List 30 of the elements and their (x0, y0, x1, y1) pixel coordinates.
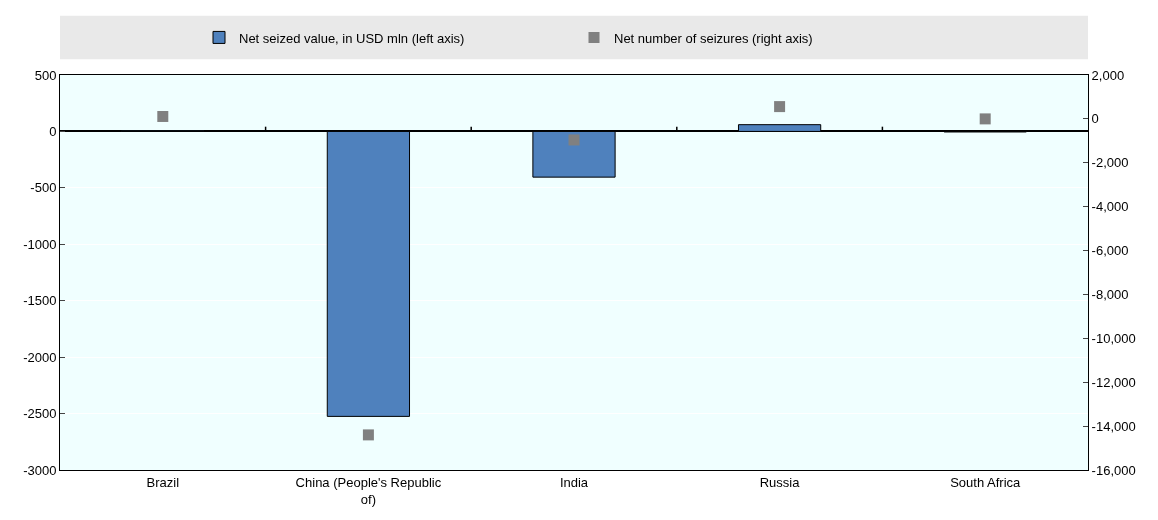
y-tick-label: 0 (49, 123, 57, 139)
y-tick-label: -2500 (23, 406, 57, 422)
point (979, 113, 991, 125)
y-tick-label: -3000 (23, 462, 57, 478)
x-tick-label: China (People's Republic of) (295, 474, 442, 507)
legend-label: Net number of seizures (right axis) (614, 30, 813, 46)
legend-label: Net seized value, in USD mln (left axis) (239, 30, 465, 46)
x-tick-label: Brazil (146, 474, 180, 490)
y2-tick-label: -4,000 (1091, 199, 1129, 215)
point (362, 429, 374, 441)
y2-tick-label: -16,000 (1091, 462, 1136, 478)
y2-tick-label: 0 (1091, 111, 1099, 127)
x-tick-label: South Africa (950, 474, 1022, 490)
y2-tick-label: -6,000 (1091, 243, 1129, 259)
x-tick-label: India (559, 474, 589, 490)
y-tick-label: -1500 (23, 293, 57, 309)
y-tick-label: -2000 (23, 349, 57, 365)
y2-tick-label: 2,000 (1091, 67, 1125, 83)
y2-tick-label: -8,000 (1091, 286, 1129, 302)
point (157, 110, 169, 122)
y2-tick-label: -2,000 (1091, 155, 1129, 171)
y-tick-label: -1000 (23, 236, 57, 252)
y-tick-label: -500 (30, 180, 57, 196)
y2-tick-label: -12,000 (1091, 374, 1136, 390)
point (774, 101, 786, 113)
y2-tick-label: -14,000 (1091, 418, 1136, 434)
x-tick-label: Russia (759, 474, 801, 490)
y2-tick-label: -10,000 (1091, 330, 1136, 346)
point (568, 134, 580, 146)
y-tick-label: 500 (34, 67, 57, 83)
